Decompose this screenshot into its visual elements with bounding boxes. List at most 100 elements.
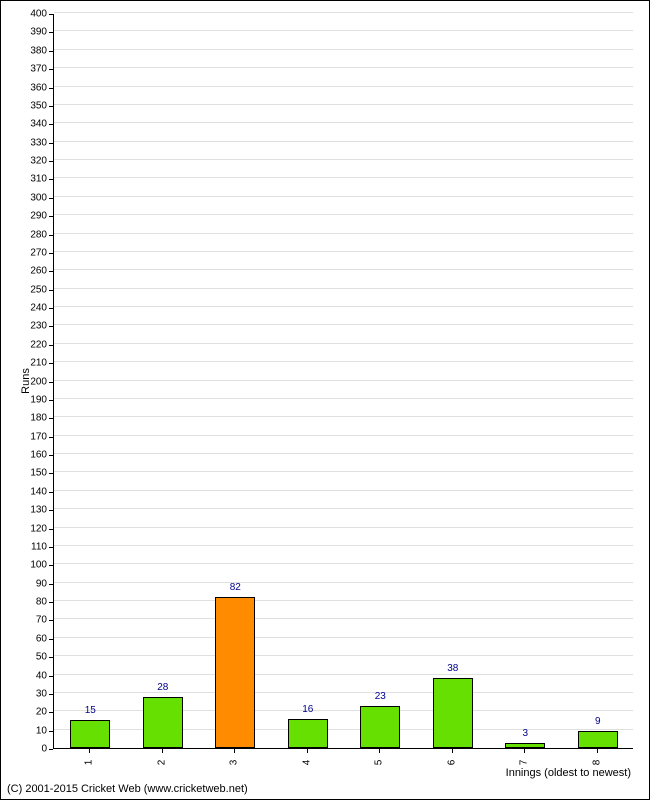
y-tick-label: 80 — [17, 597, 47, 608]
gridline — [54, 324, 633, 325]
bar-value-label: 28 — [157, 682, 168, 693]
chart-container: 15288216233839 Runs Innings (oldest to n… — [0, 0, 650, 800]
y-tick-mark — [49, 326, 53, 327]
gridline — [54, 692, 633, 693]
bar — [288, 719, 328, 748]
bar-value-label: 3 — [522, 728, 528, 739]
y-tick-label: 240 — [17, 303, 47, 314]
gridline — [54, 30, 633, 31]
y-tick-label: 140 — [17, 486, 47, 497]
y-tick-mark — [49, 32, 53, 33]
x-tick-mark — [162, 749, 163, 753]
x-tick-mark — [524, 749, 525, 753]
gridline — [54, 435, 633, 436]
y-tick-label: 330 — [17, 137, 47, 148]
gridline — [54, 416, 633, 417]
y-tick-label: 390 — [17, 27, 47, 38]
gridline — [54, 141, 633, 142]
gridline — [54, 361, 633, 362]
y-tick-label: 130 — [17, 505, 47, 516]
gridline — [54, 527, 633, 528]
y-tick-label: 60 — [17, 633, 47, 644]
y-tick-mark — [49, 106, 53, 107]
x-tick-mark — [597, 749, 598, 753]
y-tick-mark — [49, 657, 53, 658]
y-tick-mark — [49, 620, 53, 621]
gridline — [54, 86, 633, 87]
y-tick-mark — [49, 437, 53, 438]
y-tick-label: 20 — [17, 707, 47, 718]
y-tick-label: 0 — [17, 744, 47, 755]
y-tick-mark — [49, 473, 53, 474]
y-tick-mark — [49, 143, 53, 144]
gridline — [54, 453, 633, 454]
y-tick-mark — [49, 400, 53, 401]
gridline — [54, 398, 633, 399]
y-tick-label: 400 — [17, 9, 47, 20]
y-tick-mark — [49, 345, 53, 346]
y-tick-label: 370 — [17, 64, 47, 75]
gridline — [54, 380, 633, 381]
y-tick-label: 290 — [17, 211, 47, 222]
y-tick-mark — [49, 602, 53, 603]
x-tick-label: 1 — [84, 760, 95, 766]
y-tick-label: 270 — [17, 247, 47, 258]
gridline — [54, 655, 633, 656]
bar — [215, 597, 255, 748]
y-tick-label: 220 — [17, 339, 47, 350]
y-tick-mark — [49, 124, 53, 125]
bar — [433, 678, 473, 748]
gridline — [54, 563, 633, 564]
y-tick-label: 70 — [17, 615, 47, 626]
y-tick-label: 40 — [17, 670, 47, 681]
y-tick-label: 190 — [17, 394, 47, 405]
bar-value-label: 82 — [230, 582, 241, 593]
x-tick-label: 2 — [156, 760, 167, 766]
y-tick-label: 250 — [17, 284, 47, 295]
bar — [143, 697, 183, 748]
y-tick-label: 50 — [17, 652, 47, 663]
bar-value-label: 15 — [85, 705, 96, 716]
bar — [70, 720, 110, 748]
y-tick-label: 10 — [17, 725, 47, 736]
gridline — [54, 306, 633, 307]
y-tick-label: 260 — [17, 266, 47, 277]
gridline — [54, 545, 633, 546]
gridline — [54, 674, 633, 675]
y-tick-label: 180 — [17, 413, 47, 424]
y-tick-label: 300 — [17, 192, 47, 203]
gridline — [54, 288, 633, 289]
y-tick-label: 360 — [17, 82, 47, 93]
gridline — [54, 251, 633, 252]
gridline — [54, 122, 633, 123]
x-tick-label: 5 — [374, 760, 385, 766]
x-tick-label: 3 — [229, 760, 240, 766]
y-tick-mark — [49, 235, 53, 236]
y-tick-mark — [49, 418, 53, 419]
gridline — [54, 269, 633, 270]
y-tick-mark — [49, 382, 53, 383]
y-tick-mark — [49, 290, 53, 291]
y-tick-mark — [49, 712, 53, 713]
y-tick-label: 30 — [17, 688, 47, 699]
y-tick-mark — [49, 69, 53, 70]
footer-copyright: (C) 2001-2015 Cricket Web (www.cricketwe… — [7, 783, 248, 795]
gridline — [54, 637, 633, 638]
gridline — [54, 233, 633, 234]
gridline — [54, 159, 633, 160]
gridline — [54, 710, 633, 711]
y-tick-mark — [49, 529, 53, 530]
x-tick-label: 8 — [591, 760, 602, 766]
gridline — [54, 214, 633, 215]
y-tick-label: 310 — [17, 174, 47, 185]
y-tick-mark — [49, 639, 53, 640]
gridline — [54, 729, 633, 730]
x-tick-label: 4 — [301, 760, 312, 766]
y-tick-mark — [49, 216, 53, 217]
bar — [360, 706, 400, 748]
y-tick-mark — [49, 510, 53, 511]
y-tick-mark — [49, 749, 53, 750]
gridline — [54, 343, 633, 344]
y-tick-label: 120 — [17, 523, 47, 534]
gridline — [54, 67, 633, 68]
